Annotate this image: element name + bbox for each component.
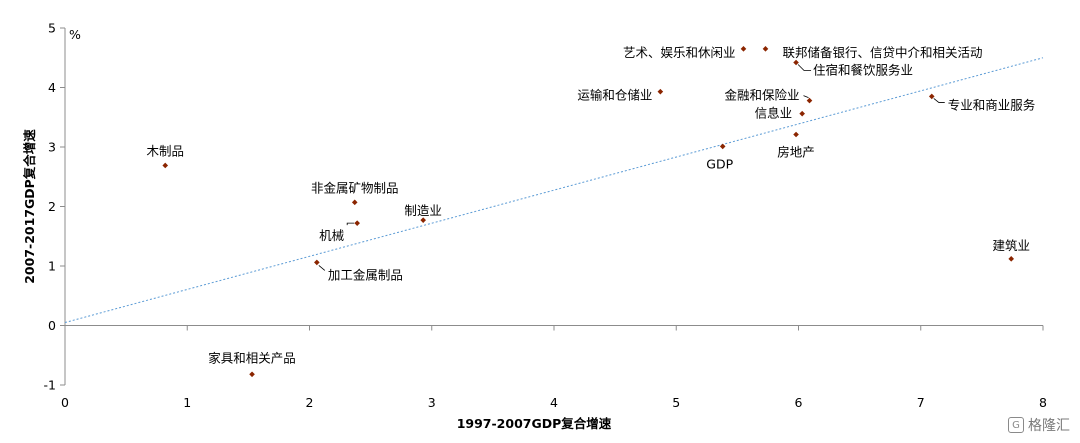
data-point-marker	[314, 260, 320, 266]
data-point-label: 家具和相关产品	[208, 350, 296, 365]
data-point-marker	[658, 89, 664, 95]
watermark-text: 格隆汇	[1028, 415, 1070, 435]
data-point-label: 房地产	[777, 145, 815, 160]
data-point-marker	[249, 371, 255, 377]
y-tick-label: 5	[48, 21, 56, 36]
watermark: G 格隆汇	[1008, 415, 1070, 435]
data-point-label: 加工金属制品	[328, 267, 403, 282]
data-point-label: 信息业	[755, 106, 793, 121]
y-tick-label: 2	[48, 199, 56, 214]
y-tick-label: 0	[48, 318, 56, 333]
label-leader-line	[798, 65, 811, 71]
x-tick-label: 8	[1039, 395, 1047, 410]
data-point-label: 住宿和餐饮服务业	[813, 63, 913, 78]
data-point-label: 艺术、娱乐和休闲业	[623, 45, 736, 60]
data-point-marker	[420, 217, 426, 223]
x-tick-label: 1	[183, 395, 191, 410]
x-axis-title: 1997-2007GDP复合增速	[457, 416, 612, 431]
label-leader-line	[319, 265, 325, 270]
data-point-marker	[720, 144, 726, 150]
data-point-marker	[799, 111, 805, 117]
watermark-logo-icon: G	[1008, 417, 1024, 433]
data-point-marker	[1008, 256, 1014, 262]
data-point-marker	[763, 46, 769, 52]
data-point-marker	[741, 46, 747, 52]
x-tick-label: 7	[917, 395, 925, 410]
y-unit-label: %	[69, 27, 81, 42]
data-point-label: GDP	[706, 156, 733, 171]
data-point-label: 专业和商业服务	[948, 97, 1036, 112]
data-point-marker	[352, 200, 358, 206]
data-point-label: 金融和保险业	[724, 88, 799, 103]
data-point-label: 联邦储备银行、信贷中介和相关活动	[782, 45, 982, 60]
data-point-marker	[793, 132, 799, 138]
data-point-marker	[162, 163, 168, 169]
data-point-label: 制造业	[404, 203, 442, 218]
x-tick-label: 2	[306, 395, 314, 410]
data-point-marker	[793, 60, 799, 66]
x-tick-label: 3	[428, 395, 436, 410]
label-leader-line	[347, 223, 354, 225]
x-tick-label: 4	[550, 395, 558, 410]
x-tick-label: 0	[61, 395, 69, 410]
x-tick-label: 6	[795, 395, 803, 410]
trend-line	[65, 58, 1043, 323]
data-point-label: 机械	[319, 228, 345, 243]
data-point-label: 非金属矿物制品	[311, 180, 399, 195]
y-tick-label: 1	[48, 259, 56, 274]
y-tick-label: 4	[48, 80, 56, 95]
data-point-label: 运输和仓储业	[577, 88, 652, 103]
data-point-label: 建筑业	[992, 238, 1030, 253]
x-tick-label: 5	[672, 395, 680, 410]
y-tick-label: -1	[44, 378, 56, 393]
data-point-marker	[929, 94, 935, 100]
y-tick-label: 3	[48, 140, 56, 155]
data-point-marker	[807, 98, 813, 104]
data-point-label: 木制品	[146, 143, 184, 158]
y-axis-title: 2007-2017GDP复合增速	[22, 129, 37, 284]
label-leader-line	[804, 96, 809, 98]
label-leader-line	[934, 98, 945, 102]
data-point-marker	[354, 220, 360, 226]
